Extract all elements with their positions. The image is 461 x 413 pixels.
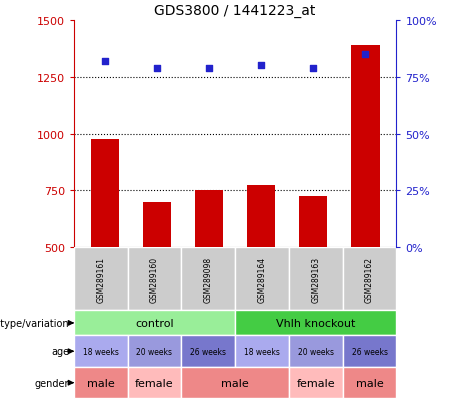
Text: 20 weeks: 20 weeks: [298, 347, 334, 356]
Text: male: male: [356, 378, 384, 388]
Bar: [128, 336, 181, 367]
Bar: [91, 140, 119, 248]
Bar: [299, 197, 327, 248]
Text: 26 weeks: 26 weeks: [352, 347, 388, 356]
Point: [309, 65, 317, 72]
Text: GSM289160: GSM289160: [150, 256, 159, 302]
Bar: [247, 185, 275, 248]
Bar: [289, 336, 343, 367]
Text: 18 weeks: 18 weeks: [83, 347, 118, 356]
Bar: [181, 336, 235, 367]
Bar: [128, 367, 181, 399]
Point: [206, 65, 213, 72]
Bar: [195, 191, 224, 248]
Point: [154, 65, 161, 72]
Text: gender: gender: [35, 378, 70, 388]
Bar: [74, 367, 128, 399]
Bar: [128, 248, 181, 311]
Text: GSM289161: GSM289161: [96, 256, 105, 302]
Text: male: male: [221, 378, 249, 388]
Text: GSM289163: GSM289163: [311, 256, 320, 302]
Point: [361, 52, 369, 58]
Bar: [74, 248, 128, 311]
Text: 20 weeks: 20 weeks: [136, 347, 172, 356]
Bar: [74, 311, 235, 336]
Bar: [235, 336, 289, 367]
Bar: [181, 367, 289, 399]
Bar: [343, 367, 396, 399]
Bar: [289, 248, 343, 311]
Text: female: female: [296, 378, 335, 388]
Point: [101, 58, 109, 65]
Bar: [343, 336, 396, 367]
Text: GSM289162: GSM289162: [365, 256, 374, 302]
Text: male: male: [87, 378, 114, 388]
Bar: [351, 46, 379, 248]
Text: female: female: [135, 378, 174, 388]
Bar: [289, 367, 343, 399]
Text: genotype/variation: genotype/variation: [0, 318, 70, 328]
Bar: [343, 248, 396, 311]
Text: 18 weeks: 18 weeks: [244, 347, 280, 356]
Text: GSM289098: GSM289098: [204, 256, 213, 302]
Bar: [143, 202, 171, 248]
Bar: [74, 336, 128, 367]
Bar: [235, 248, 289, 311]
Text: Vhlh knockout: Vhlh knockout: [276, 318, 355, 328]
Text: control: control: [135, 318, 174, 328]
Bar: [235, 311, 396, 336]
Title: GDS3800 / 1441223_at: GDS3800 / 1441223_at: [154, 4, 316, 18]
Bar: [181, 248, 235, 311]
Text: 26 weeks: 26 weeks: [190, 347, 226, 356]
Point: [257, 63, 265, 69]
Text: GSM289164: GSM289164: [258, 256, 266, 302]
Text: age: age: [51, 347, 70, 356]
